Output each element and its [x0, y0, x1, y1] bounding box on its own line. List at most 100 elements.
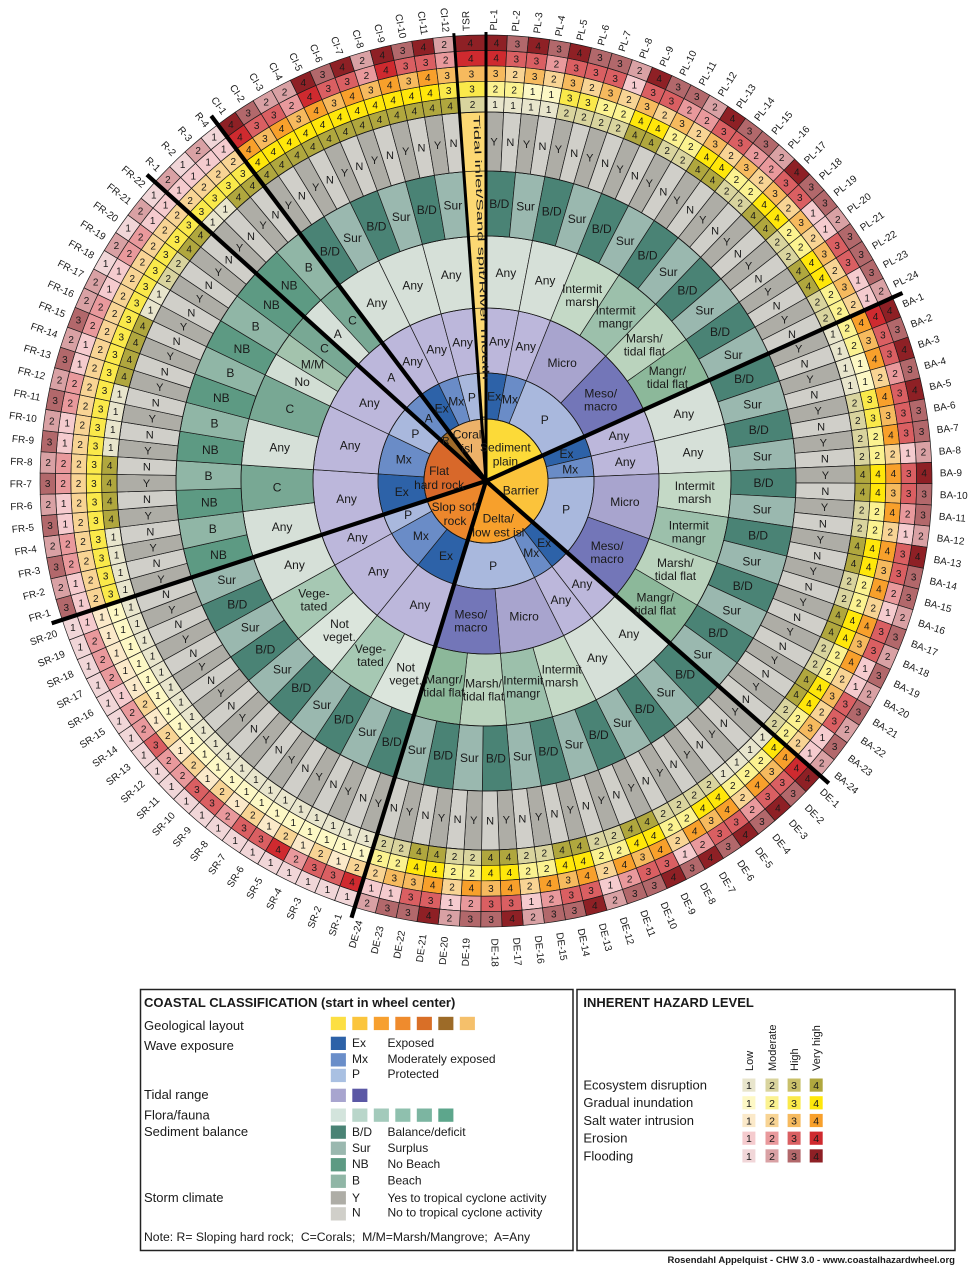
svg-text:2: 2 — [140, 258, 146, 269]
svg-text:Sur: Sur — [568, 212, 587, 226]
svg-text:1: 1 — [189, 712, 195, 723]
svg-text:1: 1 — [344, 892, 350, 903]
svg-text:3: 3 — [153, 266, 159, 277]
svg-text:2: 2 — [615, 124, 621, 135]
svg-text:3: 3 — [488, 915, 494, 926]
svg-text:1: 1 — [116, 717, 122, 728]
svg-text:Any: Any — [272, 520, 293, 534]
svg-text:3: 3 — [896, 569, 902, 580]
svg-text:4: 4 — [360, 121, 366, 132]
svg-text:2: 2 — [92, 637, 98, 648]
svg-text:3: 3 — [199, 207, 205, 218]
svg-text:1: 1 — [259, 798, 265, 809]
svg-text:DE-21: DE-21 — [415, 933, 430, 963]
svg-text:3: 3 — [98, 404, 104, 415]
svg-text:4: 4 — [307, 92, 313, 103]
svg-text:N: N — [355, 161, 363, 173]
svg-text:Intermit: Intermit — [596, 304, 637, 318]
svg-text:Sur: Sur — [656, 686, 675, 700]
svg-text:A: A — [334, 327, 342, 341]
svg-text:2: 2 — [544, 864, 550, 875]
svg-text:1: 1 — [210, 217, 216, 228]
svg-text:3: 3 — [717, 829, 723, 840]
svg-text:3: 3 — [444, 71, 450, 82]
svg-text:B/D: B/D — [637, 249, 657, 263]
svg-text:2: 2 — [892, 369, 898, 380]
svg-text:Sur: Sur — [565, 737, 584, 751]
svg-text:3: 3 — [646, 867, 652, 878]
svg-text:N: N — [601, 158, 609, 170]
svg-text:low est isl: low est isl — [472, 526, 524, 540]
svg-text:2: 2 — [611, 831, 617, 842]
svg-text:Y: Y — [144, 446, 152, 458]
svg-text:P: P — [562, 503, 570, 517]
svg-text:2: 2 — [873, 432, 879, 443]
svg-text:1: 1 — [632, 81, 638, 92]
svg-text:1: 1 — [123, 585, 129, 596]
svg-text:BA-7: BA-7 — [936, 423, 960, 436]
svg-text:CI-11: CI-11 — [415, 11, 429, 36]
svg-text:P: P — [352, 1067, 360, 1081]
svg-text:N: N — [390, 803, 398, 815]
svg-text:Any: Any — [587, 651, 608, 665]
svg-text:2: 2 — [866, 690, 872, 701]
svg-text:3: 3 — [675, 83, 681, 94]
svg-text:Y: Y — [262, 735, 270, 747]
svg-text:1: 1 — [364, 834, 370, 845]
svg-text:4: 4 — [287, 137, 293, 148]
svg-text:3: 3 — [488, 884, 494, 895]
svg-text:3: 3 — [468, 915, 474, 926]
svg-text:4: 4 — [806, 282, 812, 293]
svg-text:3: 3 — [585, 98, 591, 109]
svg-text:2: 2 — [748, 187, 754, 198]
svg-text:Y: Y — [723, 237, 731, 249]
svg-text:1: 1 — [128, 602, 134, 613]
svg-text:1: 1 — [128, 642, 134, 653]
svg-text:B/D: B/D — [592, 222, 612, 236]
svg-text:3: 3 — [400, 46, 406, 57]
svg-text:3: 3 — [791, 1133, 797, 1145]
svg-text:1: 1 — [325, 885, 331, 896]
svg-text:4: 4 — [730, 114, 736, 125]
svg-text:4: 4 — [301, 78, 307, 89]
svg-text:2: 2 — [612, 895, 618, 906]
svg-text:Any: Any — [402, 354, 423, 368]
svg-text:4: 4 — [656, 74, 662, 85]
svg-text:N: N — [821, 486, 829, 498]
svg-text:N: N — [506, 137, 514, 149]
svg-text:3: 3 — [652, 881, 658, 892]
svg-text:3: 3 — [791, 1098, 797, 1110]
svg-text:1: 1 — [114, 649, 120, 660]
svg-text:2: 2 — [819, 708, 825, 719]
svg-text:4: 4 — [313, 106, 319, 117]
svg-text:DE-20: DE-20 — [438, 936, 451, 966]
svg-text:1: 1 — [184, 796, 190, 807]
svg-text:Y: Y — [239, 712, 247, 724]
svg-text:2: 2 — [786, 203, 792, 214]
svg-text:Mx: Mx — [448, 395, 464, 409]
svg-text:2: 2 — [734, 175, 740, 186]
svg-text:Y: Y — [523, 139, 531, 151]
svg-text:3: 3 — [921, 490, 927, 501]
svg-text:2: 2 — [835, 651, 841, 662]
svg-text:4: 4 — [794, 168, 800, 179]
svg-text:Moderately exposed: Moderately exposed — [388, 1052, 496, 1066]
svg-text:Sur: Sur — [742, 554, 761, 568]
svg-text:2: 2 — [832, 266, 838, 277]
svg-text:DE-17: DE-17 — [510, 937, 523, 966]
svg-text:1: 1 — [151, 191, 157, 202]
svg-text:2: 2 — [364, 898, 370, 909]
svg-text:N: N — [734, 248, 742, 260]
svg-text:Any: Any — [673, 407, 694, 421]
svg-text:BA-8: BA-8 — [938, 445, 961, 457]
svg-text:Y: Y — [149, 542, 157, 554]
svg-text:2: 2 — [176, 259, 182, 270]
svg-text:Ex: Ex — [395, 485, 409, 499]
svg-text:Intermit: Intermit — [503, 673, 544, 687]
svg-text:2: 2 — [150, 241, 156, 252]
svg-text:N: N — [326, 174, 334, 186]
svg-text:2: 2 — [225, 811, 231, 822]
svg-text:1: 1 — [202, 750, 208, 761]
svg-text:2: 2 — [166, 756, 172, 767]
svg-text:4: 4 — [803, 675, 809, 686]
